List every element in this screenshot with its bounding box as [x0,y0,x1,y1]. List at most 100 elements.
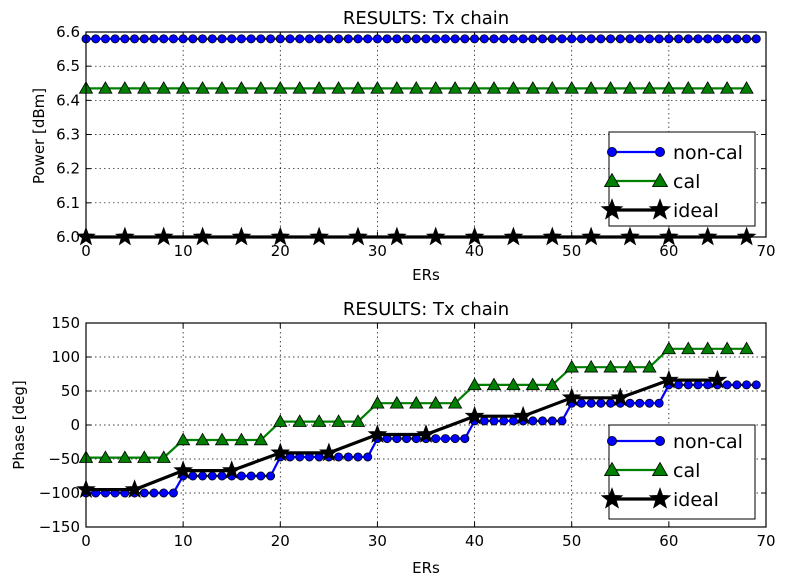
power-legend-marker-cal [651,172,669,188]
power-point-non-cal [683,34,693,44]
phase-x-tick-label: 30 [368,532,387,550]
power-point-ideal [386,226,407,246]
power-point-cal [583,81,599,94]
power-point-non-cal [188,34,198,44]
phase-chart-title: RESULTS: Tx chain [343,299,509,320]
power-point-cal [545,81,560,94]
power-point-non-cal [518,34,528,44]
phase-point-cal [642,359,657,373]
power-point-non-cal [722,34,732,44]
power-point-cal [739,81,754,94]
phase-point-non-cal [644,398,654,408]
phase-point-non-cal [217,471,227,481]
power-x-tick-label: 20 [271,242,290,260]
phase-point-non-cal [732,380,742,390]
power-point-non-cal [372,34,382,44]
phase-y-tick-label: 50 [61,382,80,400]
power-point-non-cal [285,34,295,44]
power-point-ideal [425,226,446,246]
power-point-non-cal [227,34,237,44]
phase-point-ideal [658,369,679,389]
phase-legend-marker-ideal [600,487,624,509]
power-point-ideal [658,226,679,246]
power-point-non-cal [304,34,314,44]
power-point-cal [642,81,657,94]
power-point-ideal [503,226,524,246]
power-point-non-cal [586,34,596,44]
power-legend-symbols [600,146,672,220]
power-point-non-cal [654,34,664,44]
phase-point-cal [506,377,521,391]
power-y-tick-label: 6.5 [56,57,80,75]
power-point-non-cal [100,34,110,44]
power-y-axis-label: Power [dBm] [30,88,48,184]
power-point-non-cal [606,34,616,44]
power-y-ticks: 6.0 6.1 6.2 6.3 6.4 6.5 6.6 [56,23,766,246]
phase-point-cal [564,359,579,373]
power-point-non-cal [402,34,412,44]
phase-point-cal [273,414,288,427]
power-point-non-cal [421,34,431,44]
phase-point-cal [525,377,541,391]
power-point-cal [506,81,521,94]
power-point-non-cal [392,34,402,44]
power-x-axis-label: ERs [412,266,440,284]
phase-point-non-cal [742,380,752,390]
power-point-non-cal [431,34,441,44]
phase-point-cal [409,395,424,409]
phase-legend-marker-cal [651,461,669,477]
phase-point-non-cal [654,398,664,408]
power-point-non-cal [334,34,344,44]
power-legend-label-non-cal: non-cal [673,142,743,164]
power-point-ideal [153,226,174,246]
power-point-non-cal [363,34,373,44]
power-point-cal [234,81,249,94]
power-point-non-cal [538,34,548,44]
phase-point-cal [739,341,754,355]
power-point-non-cal [343,34,353,44]
power-point-non-cal [440,34,450,44]
power-point-non-cal [295,34,305,44]
power-point-cal [428,81,443,94]
power-point-non-cal [732,34,742,44]
phase-point-ideal [707,369,728,389]
power-point-ideal [231,226,252,246]
phase-point-non-cal [489,416,499,426]
phase-point-cal [311,414,327,427]
phase-point-cal [370,395,385,409]
phase-y-tick-label: 100 [51,348,80,366]
power-y-tick-label: 6.1 [56,194,80,212]
phase-point-ideal [464,405,485,425]
power-point-non-cal [635,34,645,44]
power-point-cal [117,81,133,94]
power-point-non-cal [236,34,246,44]
phase-legend-marker-non-cal [607,435,618,446]
phase-point-cal [681,341,696,355]
power-y-tick-label: 6.3 [56,126,80,144]
power-y-tick-label: 6.6 [56,23,80,41]
power-point-non-cal [479,34,489,44]
power-point-non-cal [470,34,480,44]
power-point-cal [603,81,618,94]
phase-point-non-cal [499,416,509,426]
power-series-cal [78,81,754,94]
power-point-cal [467,81,482,94]
power-point-non-cal [353,34,363,44]
power-point-ideal [542,226,563,246]
phase-point-non-cal [139,488,149,498]
power-axes-frame [85,31,767,238]
power-series-non-cal [81,34,761,44]
power-point-non-cal [557,34,567,44]
phase-point-ideal [367,424,388,443]
power-point-cal [661,81,677,94]
power-x-tick-label: 0 [81,242,91,260]
phase-point-cal [447,395,463,409]
phase-legend-marker-ideal [648,487,672,509]
phase-point-ideal [318,442,339,462]
power-point-non-cal [693,34,703,44]
power-point-non-cal [120,34,130,44]
power-point-non-cal [742,34,752,44]
phase-point-cal [175,432,191,446]
phase-x-tick-label: 40 [465,532,484,550]
power-point-ideal [114,226,135,246]
